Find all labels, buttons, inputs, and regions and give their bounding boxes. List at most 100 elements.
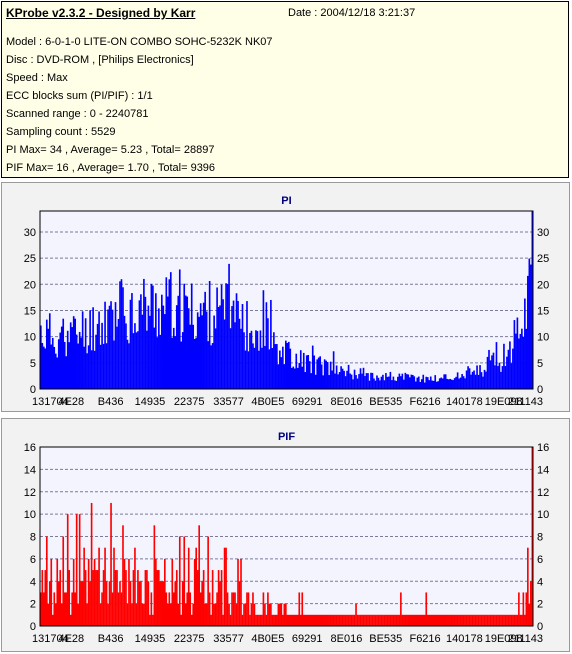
data-bar — [512, 348, 514, 389]
x-tick-label: 14935 — [135, 396, 166, 408]
data-bar — [159, 334, 162, 389]
data-bar — [92, 570, 94, 626]
data-bar — [223, 547, 226, 626]
data-bar — [298, 592, 301, 626]
data-bar — [201, 581, 203, 626]
data-bar — [482, 614, 484, 626]
data-bar — [379, 614, 381, 626]
ecc-line: ECC blocks sum (PI/PIF) : 1/1 — [6, 90, 153, 102]
data-bar — [279, 603, 281, 627]
data-bar — [68, 342, 71, 389]
data-bar — [256, 331, 259, 389]
data-bar — [428, 614, 431, 626]
data-bar — [455, 376, 457, 389]
data-bar — [410, 374, 413, 389]
data-bar — [368, 614, 371, 626]
data-bar — [332, 351, 335, 389]
data-bar — [258, 350, 260, 389]
data-bar — [286, 614, 289, 626]
data-bar — [144, 570, 147, 626]
data-bar — [335, 614, 338, 626]
data-bar — [62, 318, 65, 389]
data-bar — [81, 311, 84, 389]
y-tick-label-left: 0 — [30, 384, 36, 396]
data-bar — [174, 336, 177, 389]
data-bar — [289, 614, 292, 626]
data-bar — [359, 614, 362, 626]
data-bar — [44, 348, 47, 389]
data-bar — [181, 332, 184, 389]
data-bar — [137, 331, 139, 389]
data-bar — [488, 614, 490, 626]
data-bar — [172, 592, 175, 626]
data-bar — [362, 614, 365, 626]
data-bar — [137, 570, 139, 626]
data-bar — [171, 337, 174, 389]
data-bar — [506, 614, 508, 626]
data-bar — [264, 603, 266, 627]
data-bar — [450, 379, 453, 389]
data-bar — [187, 547, 190, 626]
data-bar — [123, 315, 126, 389]
data-bar — [292, 366, 295, 389]
data-bar — [328, 614, 330, 626]
data-bar — [515, 614, 517, 626]
x-tick-label: 33577 — [213, 396, 244, 408]
data-bar — [156, 337, 159, 389]
data-bar — [40, 325, 42, 389]
data-bar — [141, 314, 144, 389]
data-bar — [65, 592, 68, 626]
data-bar — [474, 614, 477, 626]
data-bar — [247, 592, 250, 626]
x-tick-label: 131704 — [32, 633, 69, 645]
data-bar — [41, 570, 44, 626]
data-bar — [473, 614, 475, 626]
data-bar — [516, 614, 519, 626]
data-bar — [364, 614, 366, 626]
data-bar — [249, 614, 251, 626]
data-bar — [322, 614, 324, 626]
data-bar — [419, 381, 422, 389]
data-bar — [313, 355, 316, 389]
data-bar — [192, 603, 195, 627]
pif-chart-panel: PIF 0 0 2 2 4 4 6 6 8 8 10 10 12 12 14 14 16 16 131704 4E28 B… — [1, 418, 570, 652]
data-bar — [280, 603, 283, 627]
data-bar — [365, 373, 368, 389]
data-bar — [238, 318, 241, 389]
data-bar — [504, 365, 507, 389]
data-bar — [259, 330, 262, 389]
data-bar — [113, 547, 115, 626]
data-bar — [252, 343, 254, 389]
data-bar — [252, 592, 254, 626]
data-bar — [71, 327, 74, 389]
data-bar — [314, 374, 317, 389]
data-bar — [95, 334, 97, 389]
y-tick-label-right: 30 — [537, 227, 549, 239]
data-bar — [202, 302, 205, 389]
data-bar — [308, 614, 311, 626]
data-bar — [285, 603, 287, 627]
data-bar — [346, 370, 348, 389]
data-bar — [190, 283, 193, 389]
data-bar — [301, 366, 304, 389]
data-bar — [255, 330, 257, 389]
data-bar — [168, 279, 171, 389]
data-bar — [446, 378, 448, 389]
data-bar — [344, 376, 347, 389]
data-bar — [456, 614, 459, 626]
data-bar — [219, 581, 221, 626]
data-bar — [349, 614, 351, 626]
data-bar — [298, 362, 301, 389]
data-bar — [413, 614, 416, 626]
data-bar — [338, 614, 341, 626]
model-line: Model : 6-0-1-0 LITE-ON COMBO SOHC-5232K… — [6, 36, 273, 48]
data-bar — [246, 301, 248, 389]
data-bar — [152, 285, 154, 389]
data-bar — [491, 355, 493, 389]
data-bar — [334, 614, 336, 626]
data-bar — [334, 373, 336, 389]
data-bar — [426, 614, 429, 626]
data-bar — [75, 514, 78, 627]
data-bar — [380, 614, 383, 626]
data-bar — [101, 322, 103, 389]
